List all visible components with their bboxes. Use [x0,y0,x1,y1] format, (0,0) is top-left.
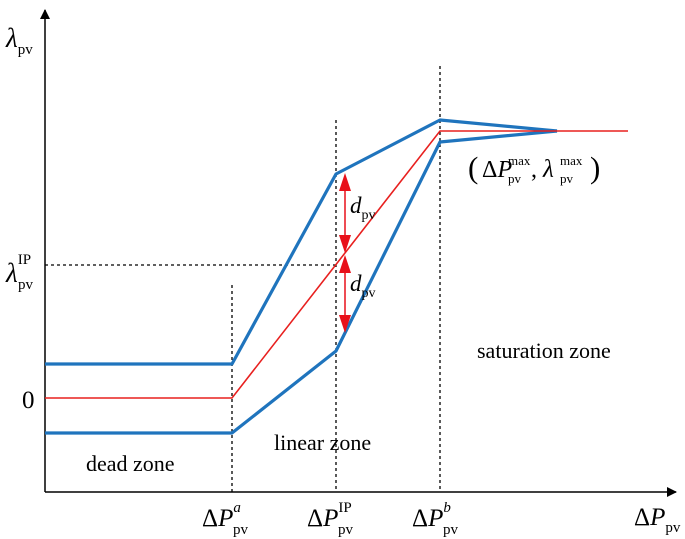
upper-envelope-curve [45,118,558,366]
x-tick-ip-label: ΔPIP [307,500,352,532]
y-tick-lambda-ip-label: λIP [5,252,31,288]
x-tick-a-sub: pv [233,522,249,538]
svg-text:pv: pv [508,171,522,186]
lower-envelope-curve [45,129,558,435]
x-tick-b-sub: pv [443,522,459,538]
upper-deviation-label: dpv [350,193,376,223]
svg-text:(: ( [468,150,478,185]
max-point-label: ( ΔP max pv , λ max pv ) [468,150,600,186]
upper-deviation-head-bottom [339,235,351,253]
lower-deviation-head-top [339,255,351,273]
x-tick-ip-sub: pv [338,522,354,538]
deviation-arrows [339,173,351,333]
dead-zone-label: dead zone [86,451,175,476]
svg-text:max: max [560,153,583,168]
nominal-curve [45,130,628,399]
x-axis-label: ΔPpv [634,504,681,536]
y-axis-label: λpv [5,23,33,58]
linear-zone-label: linear zone [274,430,371,455]
svg-text:pv: pv [560,171,574,186]
y-tick-lambda-ip-sub: pv [18,277,34,293]
svg-text:max: max [508,153,531,168]
x-tick-a-label: ΔPa [202,500,241,532]
saturation-zone-label: saturation zone [477,338,611,363]
svg-text:ΔP: ΔP [482,157,512,183]
svg-text:λ: λ [542,156,554,183]
guide-lines [45,66,441,492]
x-tick-b-label: ΔPb [412,500,451,532]
svg-text:,: , [531,157,537,183]
upper-deviation-head-top [339,173,351,191]
lower-deviation-label: dpv [350,271,376,301]
y-tick-zero-label: 0 [22,387,35,414]
lower-deviation-head-bottom [339,315,351,333]
svg-text:): ) [590,150,600,185]
